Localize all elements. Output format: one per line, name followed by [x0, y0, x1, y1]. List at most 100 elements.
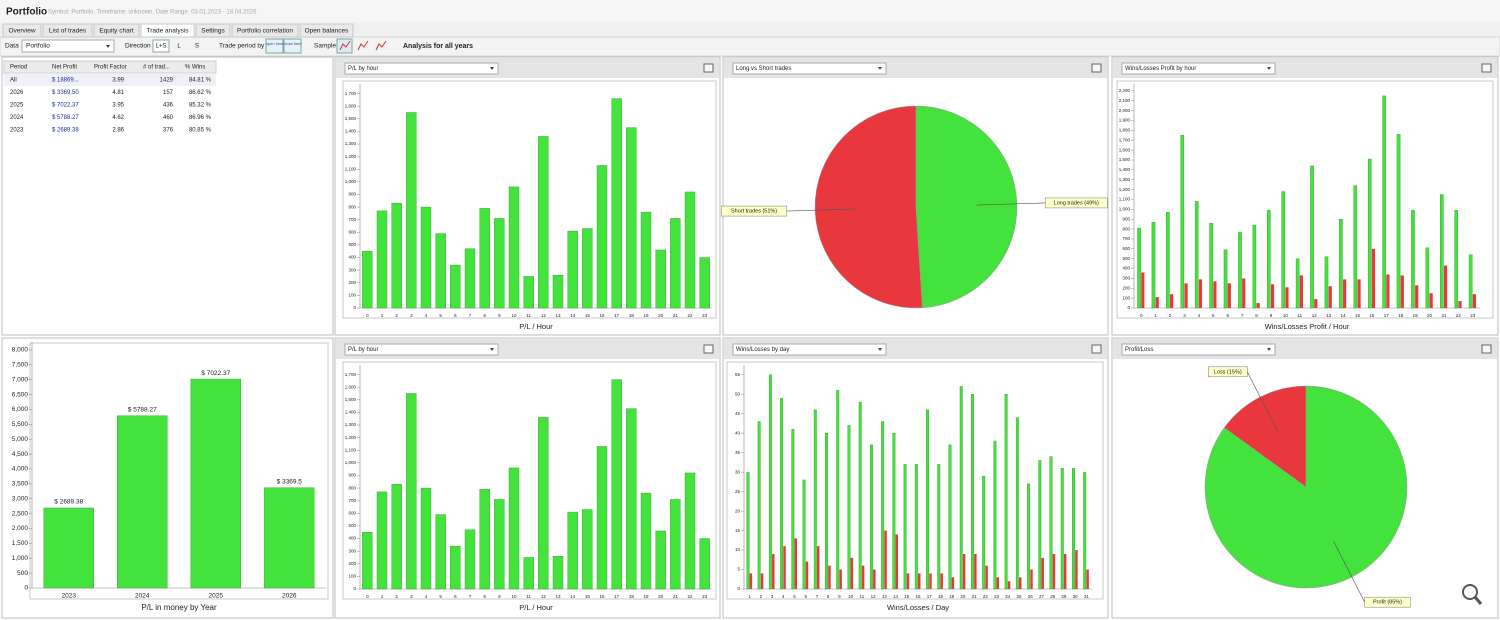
bar [937, 464, 941, 590]
x-tick-label: 31 [1084, 594, 1090, 599]
bar [1049, 456, 1053, 590]
bar [828, 565, 831, 589]
data-select[interactable] [21, 39, 115, 53]
data-label: Data [5, 43, 19, 50]
y-tick-label: 900 [1122, 216, 1130, 221]
chart-select[interactable] [1121, 62, 1276, 75]
slice-label: Loss (15%) [1214, 369, 1242, 375]
row-highlight[interactable] [4, 74, 216, 86]
chart-select[interactable] [732, 343, 887, 356]
table-cell: 4.62 [112, 115, 124, 121]
popout-button[interactable] [703, 63, 714, 73]
table-header [3, 60, 217, 74]
y-tick-label: 15 [735, 528, 741, 533]
y-tick-label: 1,400 [345, 410, 357, 415]
bar [906, 573, 910, 589]
y-tick-label: 0 [737, 586, 740, 591]
chart-select[interactable] [732, 62, 887, 75]
bar [768, 374, 772, 590]
direction-button[interactable] [152, 39, 170, 53]
bar [684, 472, 696, 590]
y-tick-label: 1,400 [345, 129, 357, 134]
popout-button[interactable] [703, 344, 714, 354]
y-tick-label: 0 [353, 305, 356, 310]
x-tick-label: 3 [1183, 313, 1186, 318]
y-tick-label: 2,500 [12, 510, 29, 517]
bar [1425, 247, 1430, 309]
tab[interactable] [2, 23, 42, 38]
y-tick-label: 1,000 [345, 179, 357, 184]
y-tick-label: 8,000 [12, 347, 29, 354]
y-tick-label: 1,100 [345, 447, 357, 452]
bar [538, 136, 549, 309]
popout-button[interactable] [1091, 344, 1102, 354]
bar [1198, 279, 1203, 308]
y-tick-label: 500 [17, 570, 28, 577]
chart-select[interactable] [344, 343, 499, 356]
bar [684, 191, 696, 309]
period-button[interactable] [265, 38, 284, 54]
x-tick-label: 6 [454, 594, 457, 599]
x-axis-label: Wins/Losses / Day [887, 603, 949, 612]
tab-strip [0, 22, 1500, 37]
tab[interactable] [231, 23, 299, 38]
table-cell: $ 18869... [52, 78, 79, 84]
bar [1415, 285, 1419, 308]
tab[interactable] [93, 23, 140, 38]
tab[interactable] [140, 23, 195, 38]
select-arrow [490, 67, 494, 70]
chart-select[interactable] [344, 62, 499, 75]
y-tick-label: 3,000 [12, 495, 29, 502]
y-tick-label: 700 [348, 217, 356, 222]
zoom-icon[interactable] [1462, 584, 1483, 605]
y-tick-label: 1,400 [1119, 167, 1131, 172]
bar [746, 471, 750, 590]
plot-frame [1116, 80, 1494, 319]
bar [1072, 468, 1075, 590]
x-tick-label: 18 [1398, 313, 1404, 318]
popout-button[interactable] [1091, 63, 1102, 73]
bar [1063, 553, 1067, 589]
bar [611, 98, 622, 309]
y-tick-label: 1,600 [1119, 147, 1131, 152]
bar [982, 475, 986, 590]
y-tick-label: 800 [348, 485, 356, 490]
x-tick-label: 4 [782, 594, 785, 599]
bar [993, 440, 997, 590]
bar [494, 499, 505, 590]
x-tick-label: 18 [938, 594, 944, 599]
sample-label: Sample [314, 43, 336, 50]
period-button[interactable] [283, 38, 302, 54]
x-tick-label: 11 [526, 313, 531, 318]
value-label: $ 5788.27 [128, 406, 157, 413]
chart-select[interactable] [1121, 343, 1276, 356]
bar [406, 393, 417, 590]
table-cell: 80.85 % [189, 128, 212, 134]
bar [538, 417, 549, 590]
x-tick-label: 10 [1283, 313, 1289, 318]
tab[interactable] [195, 23, 231, 38]
title-bar [0, 0, 1500, 22]
zoom-lens [1462, 584, 1478, 600]
x-tick-label: 11 [1297, 313, 1302, 318]
bar [1060, 468, 1064, 590]
direction-button[interactable] [191, 40, 203, 52]
bar [895, 534, 899, 589]
direction-button[interactable] [173, 40, 185, 52]
bar [1223, 249, 1228, 309]
x-axis-label: Wins/Losses Profit / Hour [1265, 322, 1350, 331]
bar [1324, 256, 1329, 309]
bar [699, 257, 710, 309]
table-cell: 2023 [10, 128, 24, 134]
y-tick-label: 30 [735, 469, 741, 474]
popout-button[interactable] [1481, 63, 1492, 73]
bar [903, 464, 907, 590]
tab[interactable] [42, 23, 93, 38]
y-tick-label: 10 [735, 547, 741, 552]
x-tick-label: 1 [381, 594, 384, 599]
tab[interactable] [299, 23, 354, 38]
y-tick-label: 7,500 [12, 362, 29, 369]
bar [1386, 274, 1390, 308]
popout-button[interactable] [1481, 344, 1492, 354]
x-tick-label: 2 [760, 594, 763, 599]
